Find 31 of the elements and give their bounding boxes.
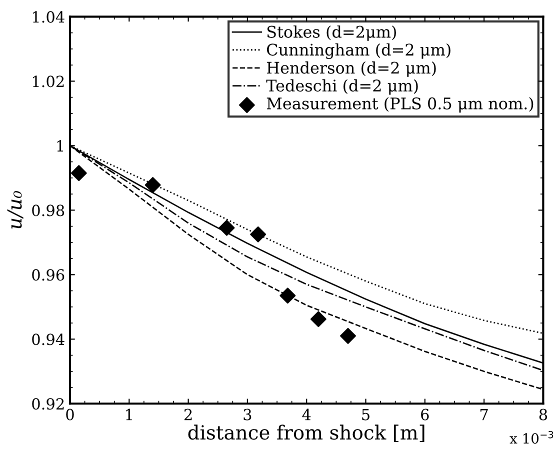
legend-label: Cunningham (d=2 μm): [266, 43, 450, 60]
x-tick-label: 2: [184, 408, 192, 420]
x-tick-label: 8: [539, 408, 548, 420]
y-tick-label: 0.92: [32, 398, 64, 410]
point: [250, 226, 266, 242]
x-tick-label: 0: [66, 408, 74, 420]
x-tick-label: 6: [421, 408, 429, 420]
point: [280, 288, 296, 304]
y-tick-label: 0.98: [32, 204, 64, 216]
text: x 10$^{−3}$: [510, 430, 554, 444]
point: [340, 328, 356, 344]
point: [144, 177, 161, 193]
y-tick-label: 0.96: [32, 269, 64, 281]
y-tick-label: 1: [57, 140, 63, 152]
x-tick-label: 5: [362, 408, 370, 420]
legend-label: Tedeschi (d=2 μm): [266, 79, 418, 95]
y-axis-title: u/u₀: [7, 191, 24, 229]
x-tick-label: 7: [480, 408, 488, 420]
y-tick-label: 1.02: [32, 76, 64, 88]
x-axis-title: distance from shock [m]: [188, 424, 424, 442]
x-tick-label: 1: [126, 408, 132, 420]
point: [70, 165, 87, 182]
point: [310, 311, 326, 328]
legend-label: Measurement (PLS 0.5 μm nom.): [266, 97, 534, 113]
legend-label: Stokes (d=2μm): [267, 25, 396, 41]
x-tick-label: 3: [244, 408, 252, 420]
legend-label: Henderson (d=2 μm): [266, 61, 436, 77]
point: [218, 220, 235, 236]
y-tick-label: 0.94: [32, 334, 64, 346]
y-tick-label: 1.04: [32, 11, 64, 23]
x-tick-label: 4: [302, 408, 311, 420]
